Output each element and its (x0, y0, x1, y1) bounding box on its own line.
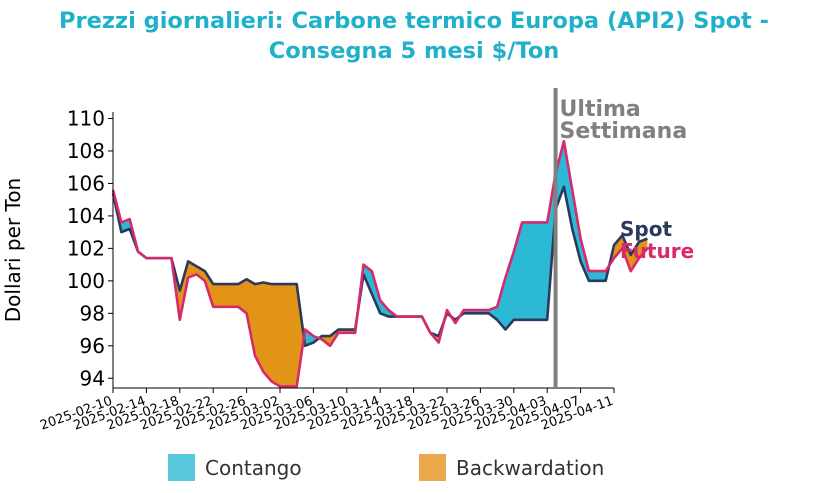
series-line-layer (111, 139, 649, 388)
legend-contango-label: Contango (205, 455, 302, 480)
future-line (111, 139, 649, 388)
legend-backwardation-label: Backwardation (456, 455, 605, 480)
y-axis-label: Dollari per Ton (1, 178, 25, 322)
last-week-label-line2: Settimana (560, 119, 688, 144)
y-tick-label: 106 (67, 171, 105, 195)
future-series-label: Future (620, 239, 694, 263)
y-tick-label: 102 (67, 236, 105, 260)
spread-fill-layer (113, 141, 648, 387)
y-tick-label: 94 (80, 366, 105, 390)
spot-line (111, 185, 648, 348)
chart-title: Prezzi giornalieri: Carbone termico Euro… (0, 6, 828, 66)
spot-series-label: Spot (620, 217, 672, 241)
y-tick-label: 98 (80, 301, 105, 325)
y-tick-label: 108 (67, 139, 105, 163)
legend-backwardation-swatch (419, 454, 446, 481)
chart-title-line1: Prezzi giornalieri: Carbone termico Euro… (59, 8, 769, 34)
y-tick-label: 110 (67, 106, 105, 130)
contango-area (113, 141, 648, 346)
chart-title-line2: Consegna 5 mesi $/Ton (268, 38, 560, 64)
legend-contango: Contango (168, 454, 302, 481)
legend-backwardation: Backwardation (419, 454, 604, 481)
y-tick-label: 104 (67, 204, 105, 228)
legend-contango-swatch (168, 454, 195, 481)
y-tick-label: 96 (80, 334, 105, 358)
last-week-label-line1: Ultima (560, 97, 641, 122)
y-tick-label: 100 (67, 269, 105, 293)
backwardation-area (113, 186, 648, 387)
